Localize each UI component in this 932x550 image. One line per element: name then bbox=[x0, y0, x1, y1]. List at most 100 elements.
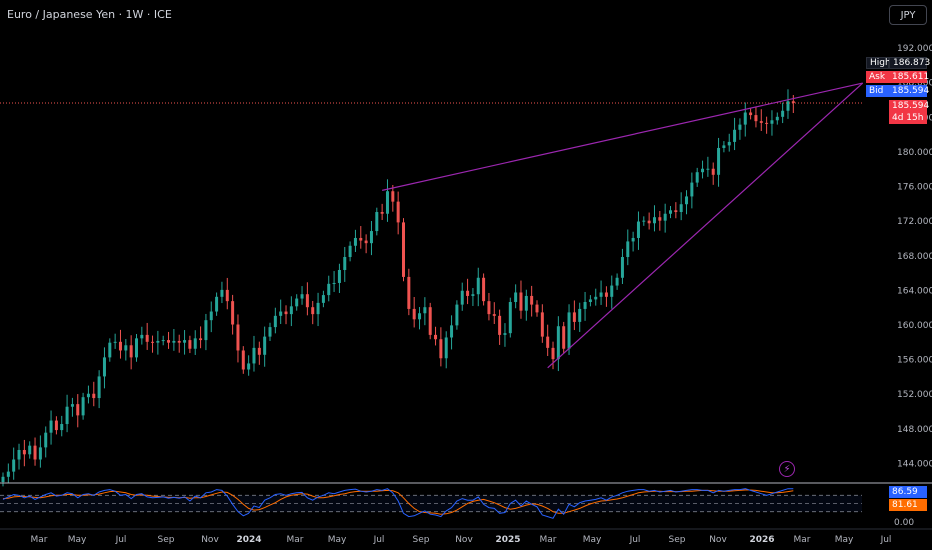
lightning-icon[interactable]: ⚡ bbox=[779, 461, 795, 477]
candle-body bbox=[321, 295, 325, 303]
candle-body bbox=[674, 210, 678, 213]
candle-body bbox=[375, 212, 379, 232]
candle-body bbox=[610, 285, 614, 297]
candle-body bbox=[423, 307, 427, 314]
price-tick-label: 188.000 bbox=[897, 79, 932, 89]
candle-body bbox=[412, 308, 416, 320]
candle-body bbox=[572, 312, 576, 322]
candle-body bbox=[535, 304, 539, 313]
candle-body bbox=[257, 347, 261, 355]
candle-body bbox=[353, 237, 357, 246]
candle-body bbox=[658, 217, 662, 221]
price-tick-label: 156.000 bbox=[897, 356, 932, 366]
candle-body bbox=[124, 345, 128, 351]
candle-body bbox=[546, 336, 550, 348]
bar-countdown-tag: 4d 15h bbox=[889, 112, 927, 124]
candle-body bbox=[711, 168, 715, 175]
time-tick-label: Mar bbox=[31, 535, 48, 545]
time-axis[interactable]: Mar May Jul Sep Nov 2024 Mar May Jul Sep Nov 2025 Ma… bbox=[31, 535, 892, 545]
candle-body bbox=[6, 471, 10, 477]
candle-body bbox=[775, 116, 779, 121]
candle-body bbox=[514, 292, 518, 303]
time-tick-label: 2025 bbox=[495, 535, 520, 545]
candle-body bbox=[241, 350, 245, 370]
candle-body bbox=[503, 333, 507, 335]
candle-body bbox=[690, 182, 694, 197]
high-tag-value: 186.873 bbox=[889, 57, 930, 69]
time-tick-label: Sep bbox=[669, 535, 686, 545]
candle-body bbox=[236, 324, 240, 351]
candle-body bbox=[428, 307, 432, 335]
candle-body bbox=[54, 420, 58, 431]
candle-body bbox=[604, 292, 608, 297]
candle-body bbox=[759, 121, 763, 123]
candle-body bbox=[183, 340, 187, 343]
time-tick-label: 2024 bbox=[236, 535, 261, 545]
time-tick-label: Sep bbox=[413, 535, 430, 545]
candle-body bbox=[247, 363, 251, 370]
candle-body bbox=[118, 341, 122, 351]
candle-body bbox=[295, 298, 299, 307]
candle-body bbox=[743, 112, 747, 125]
candle-body bbox=[215, 296, 219, 312]
price-tick-label: 172.000 bbox=[897, 217, 932, 227]
candle-body bbox=[749, 112, 753, 116]
candle-body bbox=[337, 269, 341, 283]
symbol-title[interactable]: Euro / Japanese Yen · 1W · ICE bbox=[7, 8, 172, 21]
candle-body bbox=[466, 290, 470, 296]
candle-body bbox=[738, 124, 742, 130]
candle-body bbox=[76, 404, 80, 416]
candle-body bbox=[578, 308, 582, 322]
price-tick-label: 168.000 bbox=[897, 252, 932, 262]
candle-body bbox=[156, 340, 160, 343]
candle-body bbox=[22, 449, 26, 455]
rsi-zero-label: 0.00 bbox=[894, 518, 915, 528]
candle-body bbox=[193, 338, 197, 349]
price-tick-label: 176.000 bbox=[897, 183, 932, 193]
candle-body bbox=[273, 315, 277, 328]
candle-body bbox=[450, 325, 454, 338]
time-tick-label: Mar bbox=[794, 535, 811, 545]
price-tick-label: 144.000 bbox=[897, 459, 932, 469]
candle-body bbox=[727, 141, 731, 146]
time-tick-label: Mar bbox=[540, 535, 557, 545]
candle-body bbox=[17, 449, 21, 460]
candle-body bbox=[204, 320, 208, 341]
candle-body bbox=[145, 334, 149, 342]
candle-body bbox=[289, 306, 293, 315]
candle-body bbox=[685, 196, 689, 205]
bid-tag-label: Bid bbox=[866, 85, 889, 97]
candle-body bbox=[113, 341, 117, 343]
candles-layer bbox=[1, 89, 795, 487]
candle-body bbox=[636, 221, 640, 238]
time-tick-label: May bbox=[68, 535, 87, 545]
candle-body bbox=[642, 220, 646, 222]
candle-body bbox=[359, 237, 363, 241]
candle-body bbox=[786, 101, 790, 111]
candle-body bbox=[12, 459, 16, 472]
candle-body bbox=[444, 337, 448, 359]
candle-body bbox=[49, 420, 53, 433]
high-tag-label: High bbox=[866, 57, 891, 69]
time-tick-label: Jul bbox=[373, 535, 385, 545]
candle-body bbox=[151, 341, 155, 343]
rsi-value-tag: 86.59 bbox=[889, 486, 927, 498]
candle-body bbox=[263, 336, 267, 355]
candle-body bbox=[487, 301, 491, 315]
time-tick-label: Sep bbox=[158, 535, 175, 545]
candle-body bbox=[770, 120, 774, 124]
ask-tag-value: 185.611 bbox=[889, 71, 929, 83]
candle-body bbox=[524, 295, 528, 311]
candle-body bbox=[44, 432, 48, 448]
candle-body bbox=[599, 292, 603, 297]
candle-body bbox=[311, 307, 315, 315]
currency-button[interactable]: JPY bbox=[889, 5, 927, 25]
price-tick-label: 180.000 bbox=[897, 148, 932, 158]
candle-body bbox=[460, 290, 464, 305]
candle-body bbox=[701, 168, 705, 173]
candle-body bbox=[172, 340, 176, 343]
candle-body bbox=[508, 302, 512, 334]
time-tick-label: Mar bbox=[287, 535, 304, 545]
time-tick-label: Jul bbox=[115, 535, 127, 545]
